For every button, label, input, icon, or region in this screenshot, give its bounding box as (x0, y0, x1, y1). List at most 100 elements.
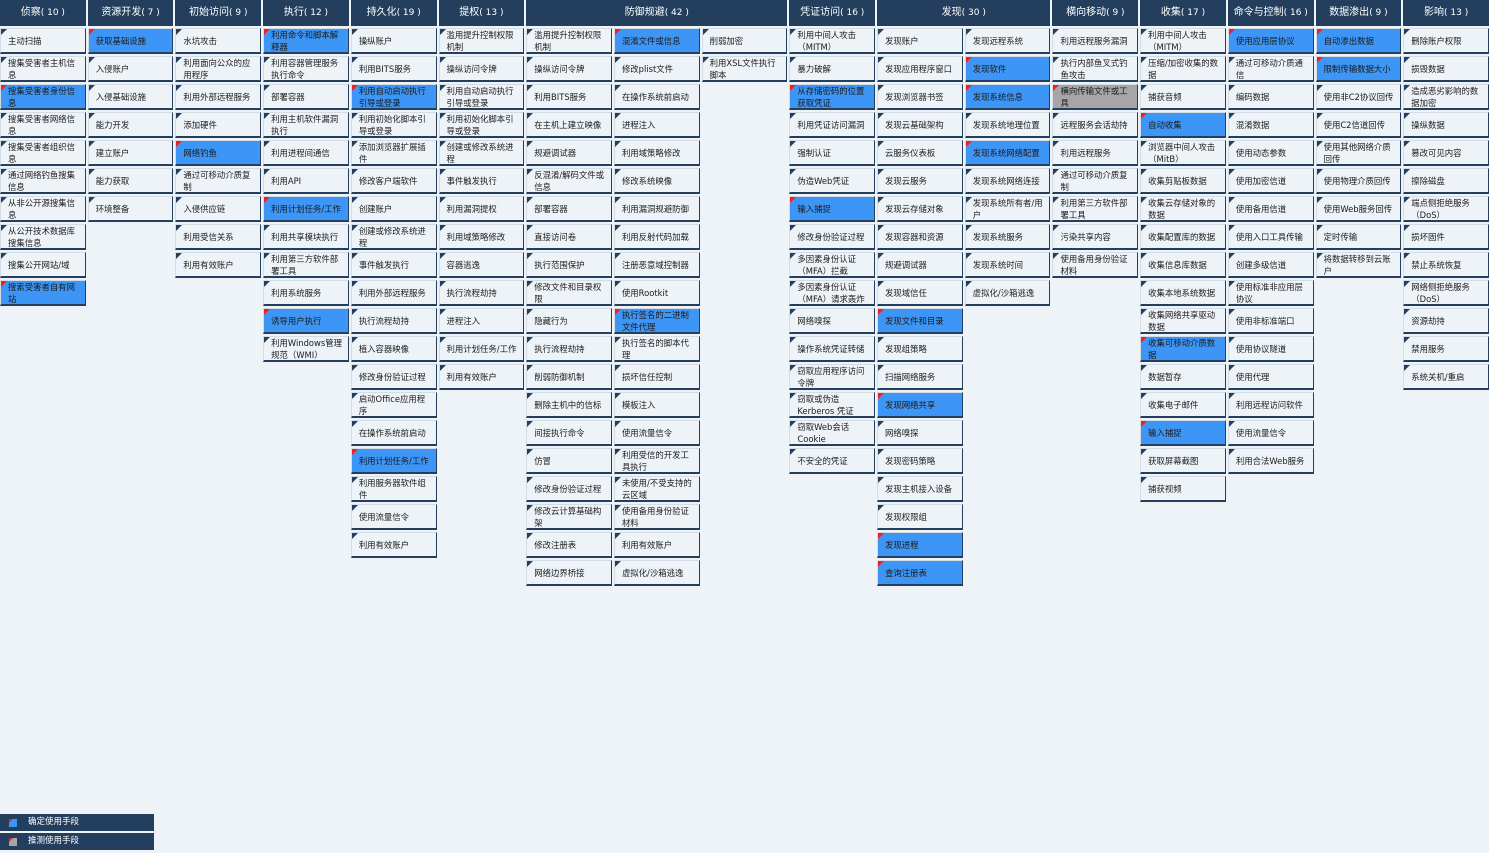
technique-cell[interactable]: 云服务仪表板 (877, 140, 963, 166)
technique-cell[interactable]: 启动Office应用程序 (350, 392, 437, 418)
technique-cell[interactable]: 使用协议隧道 (1227, 336, 1314, 362)
technique-cell[interactable]: 削弱防御机制 (526, 364, 612, 390)
technique-cell[interactable]: 收集配置库的数据 (1140, 224, 1226, 250)
tactic-header[interactable]: 侦察( 10 ) (0, 0, 86, 26)
technique-cell[interactable]: 定时传输 (1315, 224, 1402, 250)
technique-cell[interactable]: 利用漏洞提权 (438, 196, 525, 222)
technique-cell[interactable]: 发现网络共享 (877, 392, 963, 418)
technique-cell[interactable]: 发现容器和资源 (877, 224, 963, 250)
tactic-header[interactable]: 凭证访问( 16 ) (789, 0, 876, 26)
technique-cell[interactable]: 利用远程服务漏洞 (1052, 28, 1139, 54)
tactic-header[interactable]: 持久化( 19 ) (350, 0, 437, 26)
technique-cell[interactable]: 创建或修改系统进程 (350, 224, 437, 250)
technique-cell[interactable]: 发现域信任 (877, 280, 963, 306)
technique-cell[interactable]: 网络侧拒绝服务（DoS） (1403, 280, 1489, 306)
technique-cell[interactable]: 系统关机/重启 (1403, 364, 1489, 390)
technique-cell[interactable]: 收集网络共享驱动数据 (1140, 308, 1226, 334)
technique-cell[interactable]: 收集电子邮件 (1140, 392, 1226, 418)
technique-cell[interactable]: 利用有效账户 (175, 252, 262, 278)
technique-cell[interactable]: 进程注入 (438, 308, 525, 334)
technique-cell[interactable]: 损坏信任控制 (613, 364, 700, 390)
technique-cell[interactable]: 操纵访问令牌 (438, 56, 525, 82)
technique-cell[interactable]: 创建或修改系统进程 (438, 140, 525, 166)
technique-cell[interactable]: 端点侧拒绝服务（DoS） (1403, 196, 1489, 222)
technique-cell[interactable]: 使用代理 (1227, 364, 1314, 390)
technique-cell[interactable]: 编码数据 (1227, 84, 1314, 110)
technique-cell[interactable]: 在操作系统前启动 (613, 84, 700, 110)
technique-cell[interactable]: 规避调试器 (526, 140, 612, 166)
technique-cell[interactable]: 窃取Web会话Cookie (789, 420, 876, 446)
technique-cell[interactable]: 入侵供应链 (175, 196, 262, 222)
technique-cell[interactable]: 发现应用程序窗口 (877, 56, 963, 82)
technique-cell[interactable]: 从存储密码的位置获取凭证 (789, 84, 876, 110)
technique-cell[interactable]: 利用第三方软件部署工具 (263, 252, 349, 278)
tactic-header[interactable]: 横向移动( 9 ) (1052, 0, 1139, 26)
technique-cell[interactable]: 创建多级信道 (1227, 252, 1314, 278)
technique-cell[interactable]: 执行流程劫持 (438, 280, 525, 306)
technique-cell[interactable]: 利用Windows管理规范（WMI） (263, 336, 349, 362)
technique-cell[interactable]: 收集云存储对象的数据 (1140, 196, 1226, 222)
technique-cell[interactable]: 发现进程 (877, 532, 963, 558)
technique-cell[interactable]: 收集可移动介质数据 (1140, 336, 1226, 362)
technique-cell[interactable]: 使用流量信令 (350, 504, 437, 530)
technique-cell[interactable]: 捕获音频 (1140, 84, 1226, 110)
technique-cell[interactable]: 未使用/不受支持的云区域 (613, 476, 700, 502)
technique-cell[interactable]: 使用流量信令 (1227, 420, 1314, 446)
technique-cell[interactable]: 收集信息库数据 (1140, 252, 1226, 278)
technique-cell[interactable]: 建立账户 (87, 140, 174, 166)
technique-cell[interactable]: 发现系统网络配置 (964, 140, 1051, 166)
technique-cell[interactable]: 执行内部鱼叉式钓鱼攻击 (1052, 56, 1139, 82)
technique-cell[interactable]: 使用非标准端口 (1227, 308, 1314, 334)
technique-cell[interactable]: 使用加密信道 (1227, 168, 1314, 194)
technique-cell[interactable]: 发现账户 (877, 28, 963, 54)
technique-cell[interactable]: 利用共享模块执行 (263, 224, 349, 250)
tactic-header[interactable]: 发现( 30 ) (877, 0, 1051, 26)
technique-cell[interactable]: 使用物理介质回传 (1315, 168, 1402, 194)
technique-cell[interactable]: 篡改可见内容 (1403, 140, 1489, 166)
technique-cell[interactable]: 修改系统映像 (613, 168, 700, 194)
technique-cell[interactable]: 利用有效账户 (438, 364, 525, 390)
technique-cell[interactable]: 利用初始化脚本引导或登录 (438, 112, 525, 138)
technique-cell[interactable]: 直接访问卷 (526, 224, 612, 250)
technique-cell[interactable]: 滥用提升控制权限机制 (526, 28, 612, 54)
technique-cell[interactable]: 发现远程系统 (964, 28, 1051, 54)
technique-cell[interactable]: 利用命令和脚本解释器 (263, 28, 349, 54)
technique-cell[interactable]: 部署容器 (526, 196, 612, 222)
technique-cell[interactable]: 修改身份验证过程 (789, 224, 876, 250)
tactic-header[interactable]: 提权( 13 ) (438, 0, 525, 26)
technique-cell[interactable]: 窃取或伪造Kerberos 凭证 (789, 392, 876, 418)
technique-cell[interactable]: 网络嗅探 (789, 308, 876, 334)
technique-cell[interactable]: 使用备用身份验证材料 (613, 504, 700, 530)
technique-cell[interactable]: 入侵账户 (87, 56, 174, 82)
technique-cell[interactable]: 收集剪贴板数据 (1140, 168, 1226, 194)
technique-cell[interactable]: 间接执行命令 (526, 420, 612, 446)
technique-cell[interactable]: 反混淆/解码文件或信息 (526, 168, 612, 194)
technique-cell[interactable]: 搜集受害者网络信息 (0, 112, 86, 138)
technique-cell[interactable]: 搜集公开网站/域 (0, 252, 86, 278)
technique-cell[interactable]: 使用应用层协议 (1227, 28, 1314, 54)
technique-cell[interactable]: 利用外部远程服务 (175, 84, 262, 110)
technique-cell[interactable]: 利用XSL文件执行脚本 (701, 56, 788, 82)
tactic-header[interactable]: 命令与控制( 16 ) (1227, 0, 1314, 26)
technique-cell[interactable]: 发现云存储对象 (877, 196, 963, 222)
technique-cell[interactable]: 操纵访问令牌 (526, 56, 612, 82)
tactic-header[interactable]: 执行( 12 ) (263, 0, 349, 26)
technique-cell[interactable]: 收集本地系统数据 (1140, 280, 1226, 306)
technique-cell[interactable]: 使用Rootkit (613, 280, 700, 306)
technique-cell[interactable]: 通过网络钓鱼搜集信息 (0, 168, 86, 194)
technique-cell[interactable]: 不安全的凭证 (789, 448, 876, 474)
technique-cell[interactable]: 利用漏洞规避防御 (613, 196, 700, 222)
technique-cell[interactable]: 发现浏览器书签 (877, 84, 963, 110)
technique-cell[interactable]: 发现软件 (964, 56, 1051, 82)
technique-cell[interactable]: 浏览器中间人攻击（MitB） (1140, 140, 1226, 166)
technique-cell[interactable]: 发现权限组 (877, 504, 963, 530)
technique-cell[interactable]: 获取屏幕截图 (1140, 448, 1226, 474)
technique-cell[interactable]: 发现系统时间 (964, 252, 1051, 278)
technique-cell[interactable]: 暴力破解 (789, 56, 876, 82)
technique-cell[interactable]: 修改客户端软件 (350, 168, 437, 194)
technique-cell[interactable]: 发现系统网络连接 (964, 168, 1051, 194)
technique-cell[interactable]: 网络边界桥接 (526, 560, 612, 586)
technique-cell[interactable]: 使用C2信道回传 (1315, 112, 1402, 138)
technique-cell[interactable]: 在操作系统前启动 (350, 420, 437, 446)
technique-cell[interactable]: 植入容器映像 (350, 336, 437, 362)
